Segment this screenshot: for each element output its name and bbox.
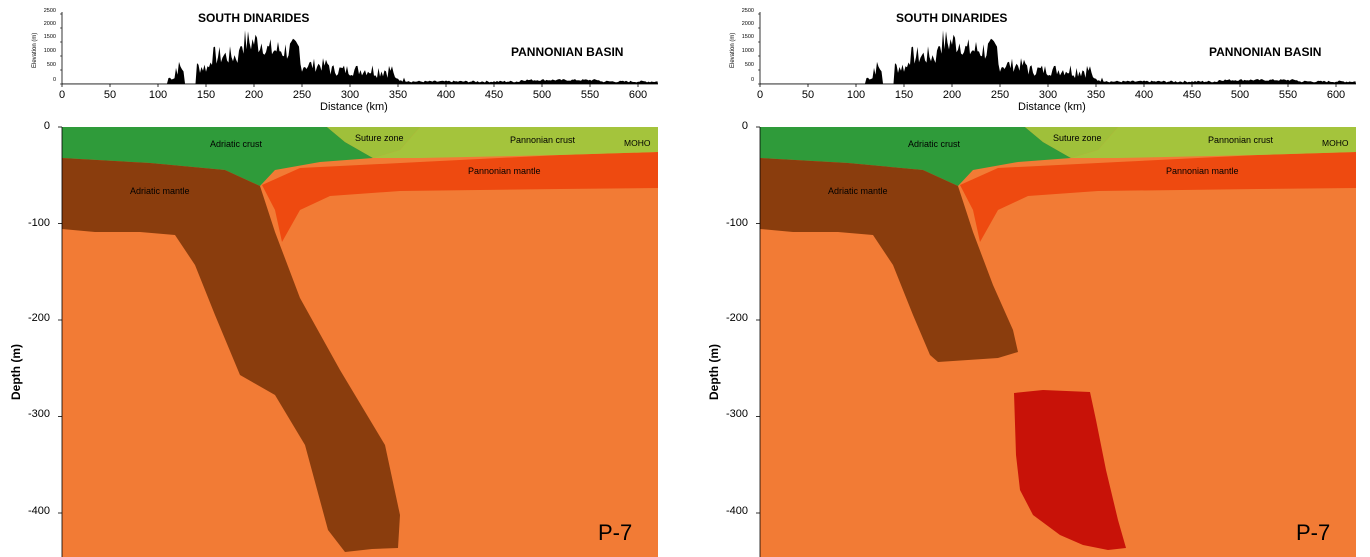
panel-graphics xyxy=(756,12,1356,557)
topo-x-tick-label: 250 xyxy=(990,89,1010,101)
topo-y-tick-label: 1500 xyxy=(43,34,56,40)
topo-y-tick-label: 1000 xyxy=(741,48,754,54)
depth-tick-label: -300 xyxy=(27,408,50,420)
pannonian-crust-body xyxy=(373,127,658,158)
pannonian-mantle-body xyxy=(960,152,1356,242)
topo-x-tick-label: 50 xyxy=(801,89,815,101)
profile-label: P-7 xyxy=(1296,520,1331,545)
pannonian-crust-label: Pannonian crust xyxy=(1208,135,1274,145)
suture-zone-label: Suture zone xyxy=(355,133,404,143)
topo-y-tick-label: 500 xyxy=(46,62,56,68)
topo-y-tick-label: 0 xyxy=(52,77,56,83)
depth-ticks xyxy=(58,126,62,514)
topo-y-tick-label: 1000 xyxy=(43,48,56,54)
profile-label: P-7 xyxy=(598,520,633,545)
topo-x-tick-label: 300 xyxy=(340,89,360,101)
topo-x-tick-label: 500 xyxy=(532,89,552,101)
topography-plot xyxy=(60,12,658,87)
suture-zone-body xyxy=(1025,127,1118,158)
topo-y-tick-label: 2000 xyxy=(741,21,754,27)
topo-x-tick-label: 350 xyxy=(1086,89,1106,101)
south-dinarides-label: SOUTH DINARIDES xyxy=(198,11,310,25)
topo-x-tick-label: 150 xyxy=(196,89,216,101)
cross-section-panel-right: SOUTH DINARIDES PANNONIAN BASIN Elevatio… xyxy=(698,0,1370,557)
topo-y-tick-label: 1500 xyxy=(741,34,754,40)
suture-zone-label: Suture zone xyxy=(1053,133,1102,143)
depth-tick-label: -300 xyxy=(725,408,748,420)
topo-x-tick-label: 600 xyxy=(1326,89,1346,101)
pannonian-crust-label: Pannonian crust xyxy=(510,135,576,145)
topo-x-tick-label: 550 xyxy=(580,89,600,101)
detached-slab-body xyxy=(1014,390,1126,550)
topo-x-ticks xyxy=(61,84,639,87)
pannonian-mantle-label: Pannonian mantle xyxy=(1166,166,1239,176)
pannonian-basin-label: PANNONIAN BASIN xyxy=(511,45,624,59)
topo-x-ticks xyxy=(759,84,1337,87)
topo-y-tick-label: 0 xyxy=(750,77,754,83)
pannonian-crust-body xyxy=(1071,127,1356,158)
adriatic-crust-label: Adriatic crust xyxy=(908,139,961,149)
topography-profile xyxy=(760,30,1356,85)
distance-axis-label: Distance (km) xyxy=(1018,101,1086,113)
topo-x-tick-label: 150 xyxy=(894,89,914,101)
pannonian-mantle-label: Pannonian mantle xyxy=(468,166,541,176)
depth-axis-label: Depth (m) xyxy=(9,344,23,400)
topo-x-tick-label: 0 xyxy=(756,89,764,101)
depth-tick-label: -100 xyxy=(725,217,748,229)
topo-x-tick-label: 200 xyxy=(244,89,264,101)
topo-y-tick-label: 500 xyxy=(744,62,754,68)
topo-x-tick-label: 250 xyxy=(292,89,312,101)
moho-label: MOHO xyxy=(1322,138,1349,148)
moho-label: MOHO xyxy=(624,138,651,148)
pannonian-mantle-body xyxy=(262,152,658,242)
depth-axis-label: Depth (m) xyxy=(707,344,721,400)
depth-tick-label: -400 xyxy=(725,505,748,517)
depth-tick-label: -200 xyxy=(725,312,748,324)
lithosphere-section xyxy=(58,126,658,557)
topo-x-tick-label: 200 xyxy=(942,89,962,101)
adriatic-mantle-label: Adriatic mantle xyxy=(828,186,888,196)
depth-tick-label: -400 xyxy=(27,505,50,517)
adriatic-mantle-label: Adriatic mantle xyxy=(130,186,190,196)
panel-graphics xyxy=(58,12,658,557)
adriatic-crust-body xyxy=(760,127,1071,186)
topo-x-tick-label: 50 xyxy=(103,89,117,101)
topo-x-tick-label: 500 xyxy=(1230,89,1250,101)
topo-x-tick-label: 100 xyxy=(846,89,866,101)
topo-x-tick-label: 600 xyxy=(628,89,648,101)
topo-y-tick-label: 2500 xyxy=(43,8,56,14)
topo-y-tick-label: 2500 xyxy=(741,8,754,14)
topo-x-tick-label: 450 xyxy=(484,89,504,101)
adriatic-mantle-slab xyxy=(760,158,1018,362)
suture-zone-body xyxy=(327,127,420,158)
topo-y-ticks xyxy=(758,13,760,85)
topo-x-tick-label: 0 xyxy=(58,89,66,101)
topo-x-tick-label: 300 xyxy=(1038,89,1058,101)
depth-tick-label: 0 xyxy=(43,120,50,132)
topography-plot xyxy=(758,12,1356,87)
depth-ticks xyxy=(756,126,760,514)
topo-y-ticks xyxy=(60,13,62,85)
topo-x-tick-label: 550 xyxy=(1278,89,1298,101)
depth-tick-label: 0 xyxy=(741,120,748,132)
pannonian-basin-label: PANNONIAN BASIN xyxy=(1209,45,1322,59)
topography-profile xyxy=(62,30,658,85)
topo-x-tick-label: 400 xyxy=(436,89,456,101)
topo-x-tick-label: 450 xyxy=(1182,89,1202,101)
topo-x-tick-label: 350 xyxy=(388,89,408,101)
lithosphere-section xyxy=(756,126,1356,557)
adriatic-mantle-slab xyxy=(62,158,400,552)
south-dinarides-label: SOUTH DINARIDES xyxy=(896,11,1008,25)
cross-section-panel-left: SOUTH DINARIDES PANNONIAN BASIN Elevatio… xyxy=(9,8,658,557)
adriatic-crust-label: Adriatic crust xyxy=(210,139,263,149)
topo-x-tick-label: 400 xyxy=(1134,89,1154,101)
distance-axis-label: Distance (km) xyxy=(320,101,388,113)
topo-x-tick-label: 100 xyxy=(148,89,168,101)
adriatic-crust-body xyxy=(62,127,373,186)
topo-y-tick-label: 2000 xyxy=(43,21,56,27)
depth-tick-label: -100 xyxy=(27,217,50,229)
depth-tick-label: -200 xyxy=(27,312,50,324)
